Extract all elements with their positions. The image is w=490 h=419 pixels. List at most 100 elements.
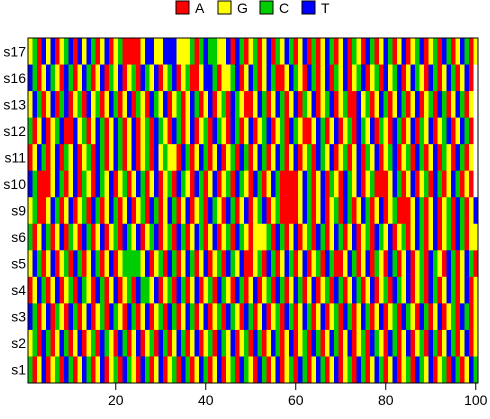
heatmap-cell <box>419 223 425 251</box>
heatmap-cell <box>145 64 150 92</box>
heatmap-cell <box>158 144 164 172</box>
heatmap-cell <box>46 276 51 304</box>
heatmap-cell <box>217 91 222 118</box>
heatmap-cell <box>379 329 384 357</box>
heatmap-cell <box>109 91 114 118</box>
heatmap-cell <box>280 117 285 145</box>
heatmap-cell <box>41 91 47 118</box>
heatmap-cell <box>208 144 213 172</box>
heatmap-cell <box>437 144 443 172</box>
heatmap-cell <box>37 197 42 225</box>
heatmap-cell <box>307 91 312 118</box>
heatmap-cell <box>410 64 416 92</box>
heatmap-cell <box>428 117 434 145</box>
heatmap-cell <box>280 91 285 118</box>
heatmap-cell <box>343 144 348 172</box>
heatmap-cell <box>199 276 204 304</box>
heatmap-cell <box>253 250 258 278</box>
heatmap-cell <box>248 64 254 92</box>
heatmap-cell <box>266 38 272 65</box>
heatmap-cell <box>149 329 155 357</box>
heatmap-cell <box>239 197 245 225</box>
heatmap-cell <box>122 38 128 65</box>
heatmap-cell <box>167 197 173 225</box>
heatmap-cell <box>64 356 69 384</box>
heatmap-cell <box>284 197 290 225</box>
heatmap-cell <box>388 144 393 172</box>
heatmap-cell <box>397 329 402 357</box>
heatmap-cell <box>109 38 114 65</box>
heatmap-cell <box>163 117 168 145</box>
heatmap-cell <box>221 64 227 92</box>
heatmap-cell <box>428 91 434 118</box>
heatmap-cell <box>163 197 168 225</box>
heatmap-cell <box>239 356 245 384</box>
heatmap-cell <box>55 303 60 331</box>
heatmap-cell <box>428 356 434 384</box>
heatmap-cell <box>266 64 272 92</box>
heatmap-cell <box>325 117 330 145</box>
heatmap-cell <box>271 117 276 145</box>
heatmap-cell <box>370 250 375 278</box>
heatmap-cell <box>113 170 119 198</box>
heatmap-cell <box>181 197 186 225</box>
heatmap-cell <box>365 170 371 198</box>
heatmap-cell <box>374 170 380 198</box>
heatmap-cell <box>455 250 461 278</box>
legend-item-T: T <box>301 0 330 16</box>
heatmap-cell <box>289 303 294 331</box>
heatmap-cell <box>28 170 33 198</box>
heatmap-cell <box>356 329 362 357</box>
heatmap-cell <box>109 197 114 225</box>
heatmap-cell <box>307 144 312 172</box>
heatmap-cell <box>316 170 321 198</box>
heatmap-cell <box>428 250 434 278</box>
heatmap-cell <box>446 223 452 251</box>
heatmap-cell <box>275 38 281 65</box>
heatmap-cell <box>176 64 182 92</box>
heatmap-cell <box>325 329 330 357</box>
heatmap-cell <box>230 303 236 331</box>
heatmap-cell <box>190 303 195 331</box>
heatmap-cell <box>320 356 326 384</box>
heatmap-cell <box>167 170 173 198</box>
heatmap-cell <box>424 91 429 118</box>
heatmap-cell <box>185 276 191 304</box>
heatmap-cell <box>140 64 146 92</box>
heatmap-cell <box>473 356 479 384</box>
heatmap-cell <box>392 144 398 172</box>
heatmap-cell <box>82 276 87 304</box>
heatmap-cell <box>163 356 168 384</box>
heatmap-cell <box>280 144 285 172</box>
heatmap-cell <box>113 64 119 92</box>
heatmap-cell <box>172 329 177 357</box>
heatmap-cell <box>275 64 281 92</box>
heatmap-cell <box>302 223 308 251</box>
heatmap-cell <box>451 356 456 384</box>
heatmap-cell <box>280 356 285 384</box>
heatmap-cell <box>149 356 155 384</box>
heatmap-cell <box>190 91 195 118</box>
heatmap-cell <box>437 170 443 198</box>
heatmap-cell <box>320 329 326 357</box>
heatmap-cell <box>203 117 209 145</box>
heatmap-cell <box>226 170 231 198</box>
heatmap-cell <box>37 91 42 118</box>
heatmap-cell <box>118 356 123 384</box>
heatmap-cell <box>334 38 339 65</box>
heatmap-cell <box>127 144 132 172</box>
heatmap-cell <box>55 117 60 145</box>
heatmap-cell <box>226 117 231 145</box>
heatmap-cell <box>212 329 218 357</box>
heatmap-cell <box>113 144 119 172</box>
heatmap-cell <box>311 356 317 384</box>
heatmap-cell <box>446 144 452 172</box>
heatmap-cell <box>64 91 69 118</box>
heatmap-cell <box>176 303 182 331</box>
heatmap-cell <box>442 250 447 278</box>
heatmap-cell <box>172 276 177 304</box>
row-label: s4 <box>11 282 26 298</box>
heatmap-cell <box>329 223 335 251</box>
heatmap-cell <box>469 329 474 357</box>
heatmap-cell <box>235 303 240 331</box>
